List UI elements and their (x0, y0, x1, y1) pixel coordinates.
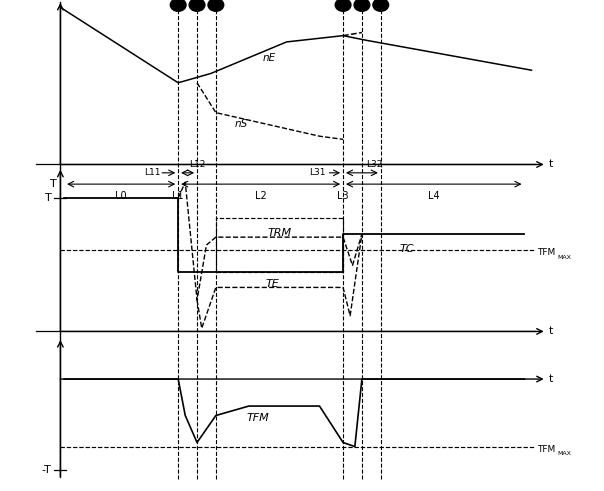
Text: TE: TE (266, 279, 279, 289)
Text: T: T (45, 193, 51, 203)
Text: TRM: TRM (268, 228, 292, 238)
Text: MAX: MAX (557, 255, 571, 260)
Circle shape (189, 0, 205, 11)
Text: TFM: TFM (538, 444, 556, 454)
Text: -T: -T (42, 464, 51, 474)
Text: L12: L12 (189, 160, 205, 169)
Text: L4: L4 (428, 191, 440, 200)
Text: L32: L32 (366, 160, 382, 169)
Text: L3: L3 (337, 191, 349, 200)
Circle shape (170, 0, 186, 11)
Text: L1: L1 (172, 191, 184, 200)
Text: t: t (548, 327, 553, 336)
Circle shape (208, 0, 223, 11)
Text: n: n (50, 0, 57, 1)
Circle shape (354, 0, 370, 11)
Text: L2: L2 (255, 191, 266, 200)
Text: L0: L0 (115, 191, 127, 200)
Text: nE: nE (263, 53, 276, 63)
Text: TC: TC (400, 244, 414, 254)
Text: t: t (548, 160, 553, 169)
Text: L31: L31 (309, 168, 326, 177)
Text: TFM: TFM (247, 413, 269, 423)
Text: L11: L11 (144, 168, 161, 177)
Circle shape (373, 0, 388, 11)
Circle shape (335, 0, 351, 11)
Text: t: t (548, 374, 553, 384)
Text: TFM: TFM (538, 248, 556, 257)
Text: nS: nS (235, 119, 248, 129)
Text: MAX: MAX (557, 452, 571, 457)
Text: T: T (50, 179, 57, 189)
